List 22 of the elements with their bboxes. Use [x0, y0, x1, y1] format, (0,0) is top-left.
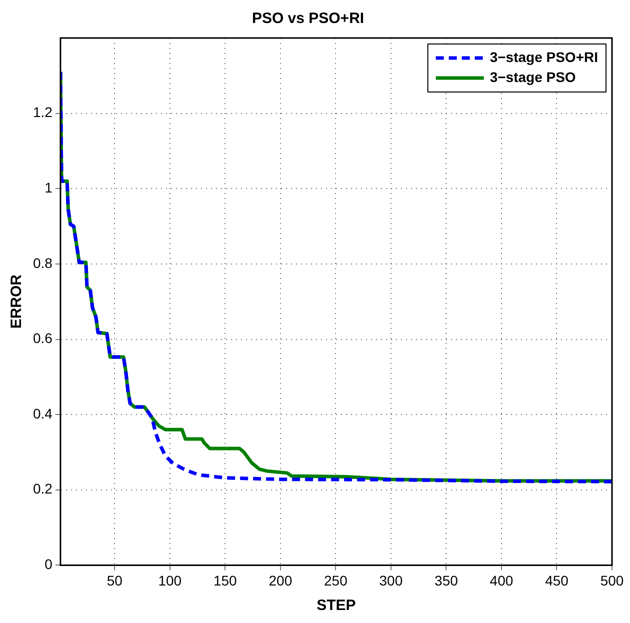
x-tick-label: 250 [324, 572, 348, 588]
legend-label: 3−stage PSO [490, 68, 576, 85]
x-axis-title: STEP [316, 597, 356, 614]
y-tick-label: 0.4 [32, 405, 53, 422]
legend-label: 3−stage PSO+RI [490, 48, 598, 65]
x-tick-label: 150 [213, 572, 238, 588]
x-tick-label: 400 [490, 572, 514, 588]
x-tick-label: 300 [379, 572, 403, 588]
y-tick-label: 0.6 [32, 330, 53, 346]
x-tick-label: 100 [158, 572, 182, 588]
chart-title: PSO vs PSO+RI [252, 10, 364, 28]
y-tick-label: 1.2 [32, 104, 53, 120]
x-tick-label: 350 [434, 572, 458, 588]
x-tick-label: 200 [268, 572, 292, 588]
y-tick-label: 1 [44, 179, 53, 196]
x-tick-label: 500 [600, 572, 624, 588]
x-tick-label: 450 [545, 572, 569, 588]
y-axis-title: ERROR [8, 274, 26, 329]
y-tick-label: 0 [44, 556, 53, 572]
x-tick-label: 50 [106, 572, 123, 588]
y-tick-label: 0.8 [32, 254, 53, 271]
y-tick-label: 0.2 [32, 480, 53, 497]
